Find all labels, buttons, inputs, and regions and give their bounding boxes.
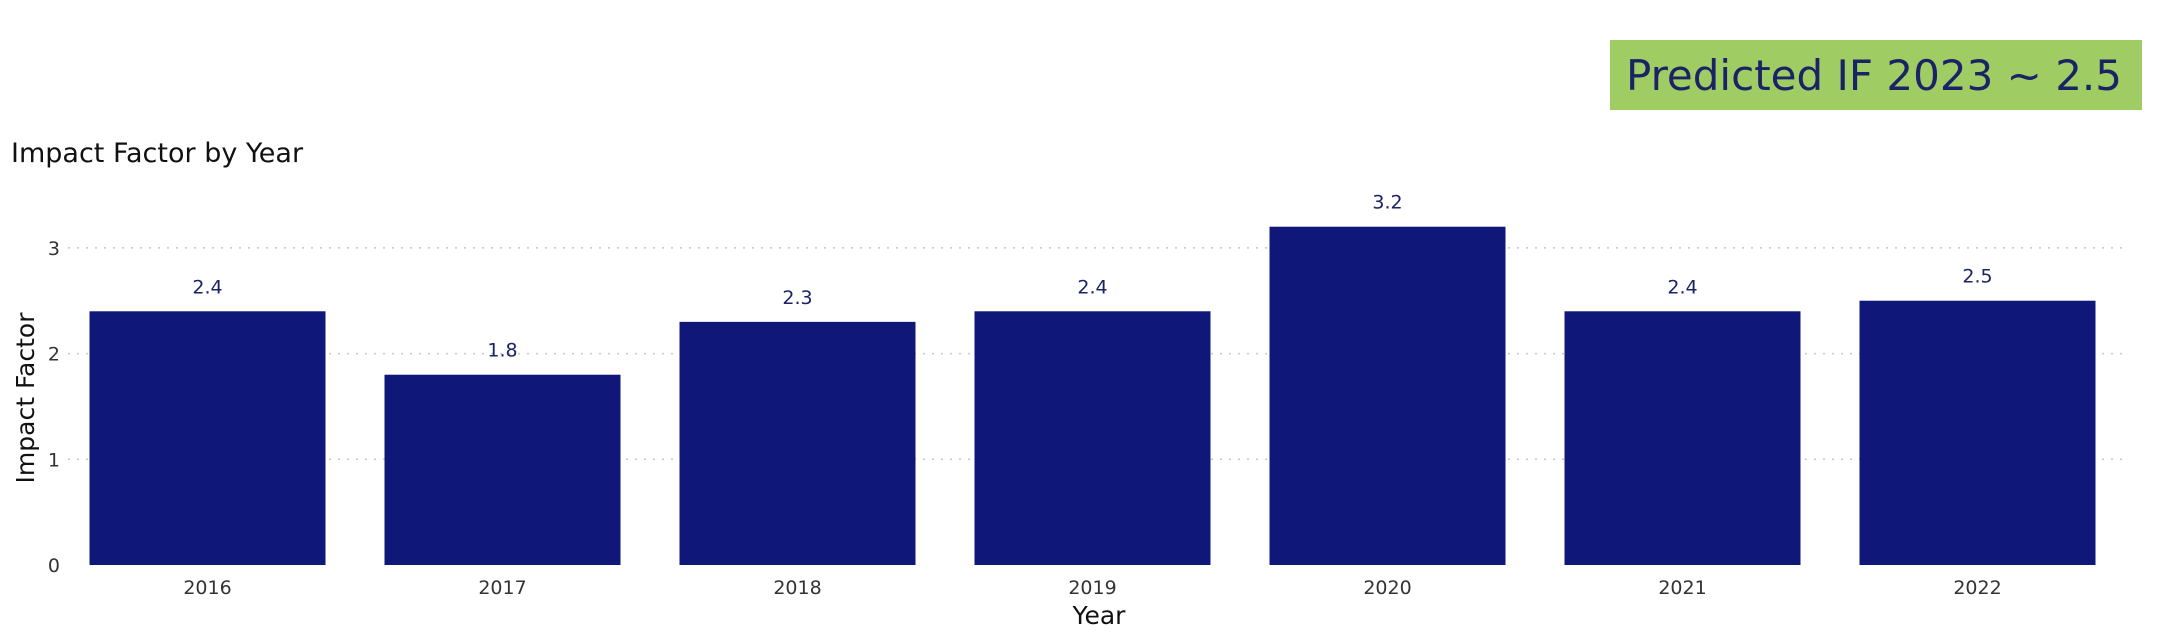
x-tick-label: 2020 bbox=[1363, 577, 1411, 599]
bars bbox=[89, 226, 2096, 565]
data-label: 2.3 bbox=[782, 287, 812, 309]
bar-2021[interactable] bbox=[1564, 311, 1801, 565]
bar-2019[interactable] bbox=[974, 311, 1211, 565]
y-tick-label: 1 bbox=[48, 449, 60, 471]
x-tick-label: 2019 bbox=[1068, 577, 1116, 599]
predicted-if-text: Predicted IF 2023 ~ 2.5 bbox=[1626, 50, 2122, 100]
data-labels: 2.4 1.8 2.3 2.4 3.2 2.4 2.5 bbox=[192, 192, 1992, 362]
x-tick-label: 2021 bbox=[1658, 577, 1706, 599]
x-tick-label: 2018 bbox=[773, 577, 821, 599]
x-tick-label: 2017 bbox=[478, 577, 526, 599]
data-label: 2.5 bbox=[1962, 266, 1992, 288]
bar-2016[interactable] bbox=[89, 311, 326, 565]
y-axis-ticks: 0 1 2 3 bbox=[48, 238, 60, 577]
x-axis-ticks: 2016 2017 2018 2019 2020 2021 2022 bbox=[183, 577, 2001, 599]
predicted-if-banner: Predicted IF 2023 ~ 2.5 bbox=[1610, 40, 2142, 110]
data-label: 2.4 bbox=[192, 276, 222, 298]
chart-title: Impact Factor by Year bbox=[11, 138, 304, 169]
y-tick-label: 0 bbox=[48, 555, 60, 577]
data-label: 3.2 bbox=[1372, 192, 1402, 214]
data-label: 2.4 bbox=[1077, 276, 1107, 298]
x-tick-label: 2022 bbox=[1953, 577, 2001, 599]
x-tick-label: 2016 bbox=[183, 577, 231, 599]
bar-2017[interactable] bbox=[384, 374, 621, 565]
data-label: 2.4 bbox=[1667, 276, 1697, 298]
bar-2018[interactable] bbox=[679, 321, 916, 565]
y-axis-title: Impact Factor bbox=[11, 312, 40, 484]
y-tick-label: 3 bbox=[48, 238, 60, 260]
x-axis-title: Year bbox=[1072, 601, 1127, 630]
bar-2022[interactable] bbox=[1859, 300, 2096, 565]
y-tick-label: 2 bbox=[48, 344, 60, 366]
data-label: 1.8 bbox=[487, 340, 517, 362]
bar-2020[interactable] bbox=[1269, 226, 1506, 565]
